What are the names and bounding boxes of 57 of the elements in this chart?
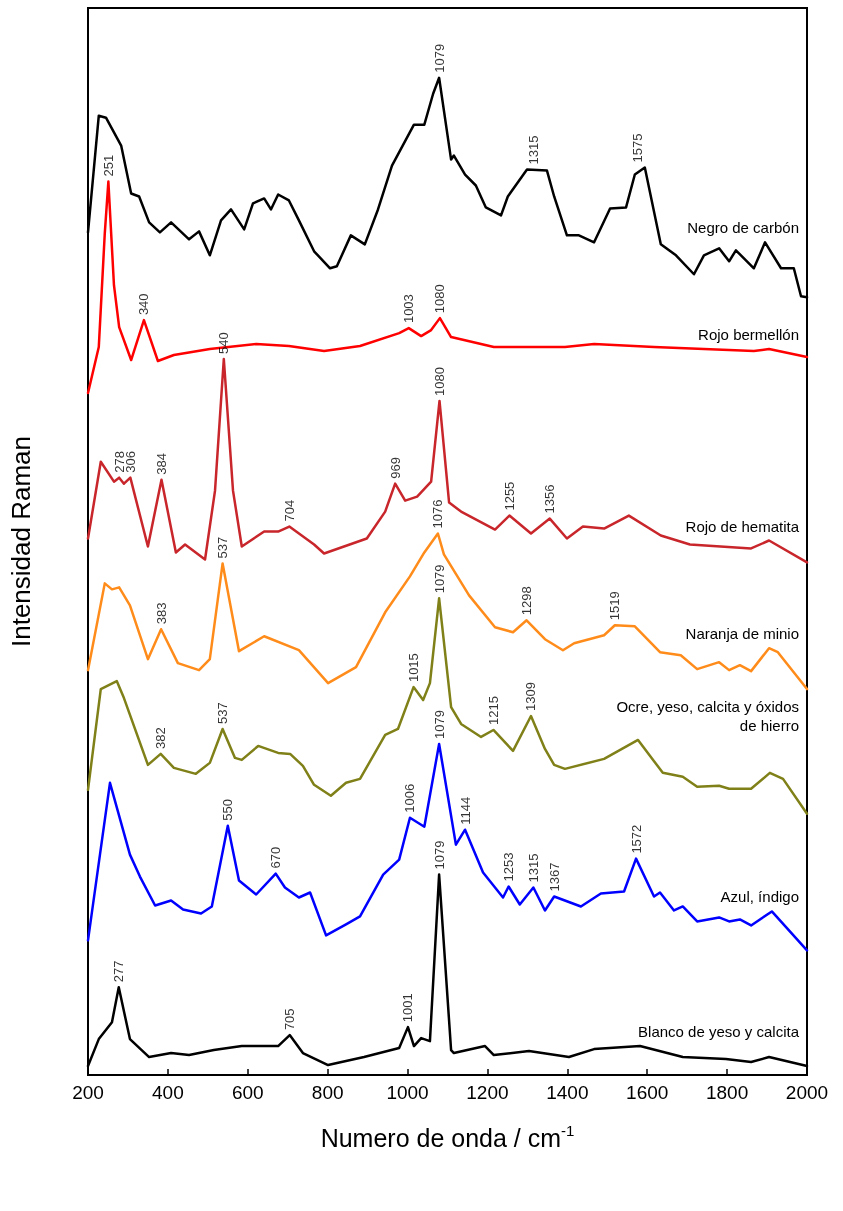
annotation: 1519	[607, 591, 623, 621]
x-tick-label: 1600	[626, 1082, 669, 1103]
annotation: 704	[281, 499, 297, 522]
annotation: 537	[215, 536, 231, 559]
annotation: 1255	[501, 481, 517, 511]
annotation: 1572	[628, 824, 644, 854]
y-axis-title: Intensidad Raman	[6, 435, 36, 648]
annotation: 1015	[406, 653, 422, 683]
annotation: 969	[387, 456, 403, 479]
annotation: 278	[111, 450, 127, 473]
annotation: 670	[268, 846, 284, 869]
annotation: 1080	[432, 366, 448, 396]
annotation: 383	[153, 602, 169, 625]
annotation: 537	[215, 702, 231, 724]
x-tick-label: 1800	[705, 1082, 749, 1103]
series-label: Negro de carbón	[687, 219, 799, 237]
annotation: 540	[216, 332, 232, 355]
annotation: 1367	[546, 862, 562, 892]
x-tick-label: 800	[311, 1082, 344, 1103]
annotation: 277	[111, 960, 127, 983]
annotation: 340	[136, 293, 152, 316]
annotation: 1006	[402, 783, 418, 813]
x-tick-label: 1200	[466, 1082, 509, 1103]
x-tick-label: 400	[152, 1082, 184, 1103]
annotation: 550	[220, 799, 236, 821]
series-label: Ocre, yeso, calcita y óxidos de hierro	[616, 697, 799, 734]
annotation: 1079	[431, 43, 447, 73]
annotation: 1309	[523, 682, 539, 712]
x-tick-label: 200	[72, 1082, 104, 1103]
annotation: 1003	[401, 294, 417, 324]
annotation: 1079	[431, 564, 447, 594]
annotation: 1253	[501, 852, 517, 882]
series-label: Rojo de hematita	[685, 517, 800, 535]
series-label: Rojo bermellón	[698, 326, 799, 344]
series-label: Azul, índigo	[720, 888, 799, 906]
annotation: 384	[154, 452, 169, 475]
series-label: Naranja de minio	[685, 625, 799, 643]
annotation: 251	[100, 154, 116, 177]
annotation: 1079	[431, 840, 447, 870]
x-tick-label: 2000	[785, 1082, 829, 1103]
annotation: 705	[282, 1008, 298, 1031]
annotation: 1080	[432, 284, 448, 314]
x-tick-label: 600	[231, 1082, 264, 1103]
annotation: 1315	[525, 135, 541, 165]
annotation: 1215	[485, 696, 501, 725]
annotation: 382	[153, 727, 169, 749]
x-tick-label: 1400	[546, 1082, 589, 1103]
annotation: 1298	[519, 586, 535, 616]
annotation: 1315	[525, 853, 541, 883]
annotation: 1001	[400, 993, 416, 1023]
annotation: 1356	[542, 484, 558, 514]
annotation: 1144	[457, 796, 473, 825]
annotation: 1076	[430, 499, 446, 529]
annotation: 1575	[629, 133, 645, 163]
annotation: 1079	[431, 710, 447, 739]
x-tick-label: 1000	[386, 1082, 429, 1103]
series-label: Blanco de yeso y calcita	[638, 1023, 800, 1041]
